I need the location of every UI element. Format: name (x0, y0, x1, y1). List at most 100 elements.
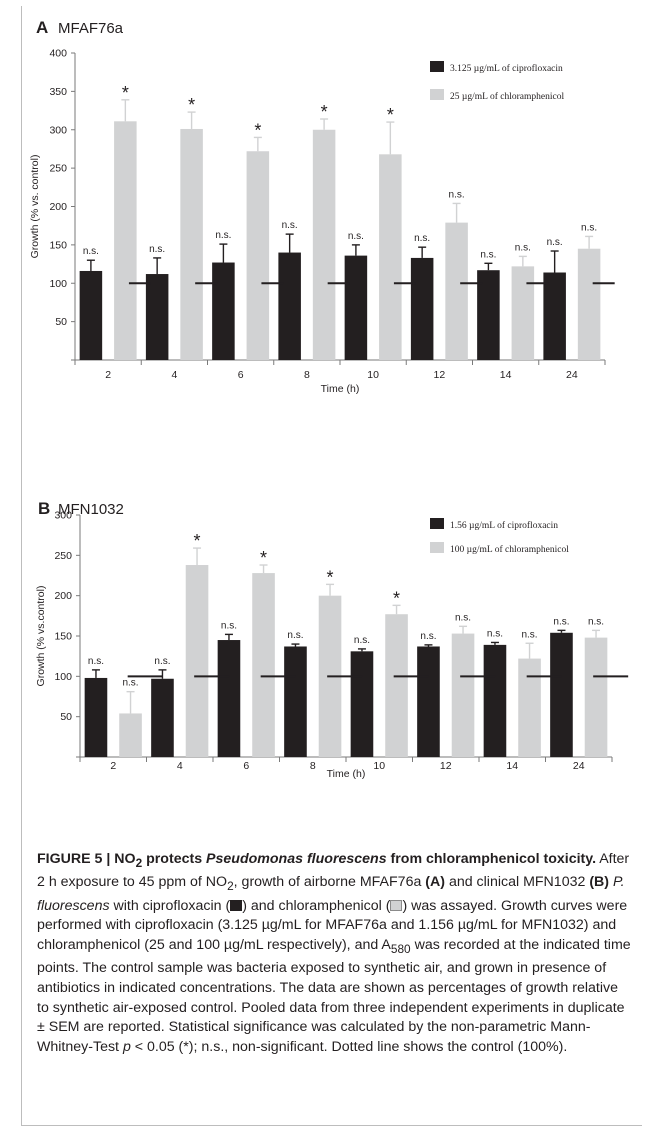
chloram-bar (511, 266, 535, 360)
chloram-bar (114, 121, 137, 361)
non-significant-label: n.s. (581, 222, 597, 233)
panel-letter: B (38, 500, 50, 518)
x-tick-label: 24 (573, 760, 585, 772)
x-tick-label: 12 (434, 369, 446, 381)
chloram-bar (180, 128, 203, 360)
chart-panel-b: B MFN1032 50 100 150 200 250 300 Growth (% vs.co… (35, 500, 629, 780)
figure-caption: FIGURE 5 | NO2 protects Pseudomonas fluo… (37, 850, 632, 1057)
legend-cipro-swatch (430, 518, 444, 529)
non-significant-label: n.s. (354, 635, 370, 646)
significance-star: * (321, 102, 328, 122)
non-significant-label: n.s. (149, 244, 165, 255)
chloram-bar (119, 713, 142, 757)
x-tick-label: 14 (506, 760, 518, 772)
cipro-swatch-icon (230, 899, 243, 911)
significance-star: * (393, 588, 400, 608)
chloram-bar (246, 151, 270, 360)
caption-text-6: ) was assayed. Growth curves were perfor… (37, 897, 628, 954)
caption-text-5: ) and chloramphenicol ( (242, 897, 391, 914)
caption-panel-b-ref: (B) (589, 874, 610, 891)
non-significant-label: n.s. (287, 630, 303, 641)
cipro-bar (344, 255, 368, 360)
chloram-bar (379, 154, 402, 360)
chloram-bar (185, 565, 209, 757)
non-significant-label: n.s. (122, 678, 138, 689)
legend-cipro-swatch (430, 61, 444, 72)
legend-chloram-swatch (430, 542, 444, 553)
chloram-bar (252, 573, 275, 757)
y-tick-label: 200 (49, 201, 67, 213)
y-tick-label: 50 (55, 316, 67, 328)
chloram-bar (445, 222, 468, 360)
x-axis-label: Time (h) (321, 383, 360, 395)
x-tick-label: 8 (310, 760, 316, 772)
significance-star: * (194, 531, 201, 551)
caption-p-symbol: p (122, 1038, 131, 1055)
non-significant-label: n.s. (553, 616, 569, 627)
cipro-bar (217, 640, 241, 757)
chloram-bar (385, 614, 408, 757)
y-tick-label: 250 (54, 550, 72, 562)
x-tick-label: 6 (238, 369, 244, 381)
caption-heading-sub: 2 (135, 855, 143, 870)
caption-panel-a-ref: (A) (425, 874, 445, 891)
caption-text-4: with ciprofloxacin ( (109, 897, 231, 914)
x-tick-label: 2 (110, 760, 116, 772)
y-tick-label: 300 (49, 124, 67, 136)
panel-letter: A (36, 18, 48, 37)
cipro-bar (417, 646, 440, 757)
non-significant-label: n.s. (414, 233, 430, 244)
cipro-bar (284, 646, 307, 757)
chloram-bar (584, 637, 608, 757)
non-significant-label: n.s. (449, 189, 465, 200)
cipro-bar (212, 262, 235, 360)
chloram-bar (577, 248, 601, 360)
legend-label: 100 µg/mL of chloramphenicol (450, 544, 569, 555)
cipro-bar (151, 678, 174, 757)
non-significant-label: n.s. (88, 656, 104, 667)
legend-chloram-swatch (430, 89, 444, 100)
non-significant-label: n.s. (515, 242, 531, 253)
non-significant-label: n.s. (348, 231, 364, 242)
y-tick-label: 50 (60, 711, 72, 723)
caption-text-8: < 0.05 (*); n.s., non-significant. Dotte… (130, 1038, 568, 1055)
cipro-bar (278, 252, 301, 360)
y-tick-label: 150 (54, 631, 72, 643)
chloram-bar (451, 633, 475, 757)
y-axis-label: Growth (% vs.control) (35, 586, 47, 687)
x-tick-label: 6 (243, 760, 249, 772)
non-significant-label: n.s. (215, 230, 231, 241)
y-tick-label: 100 (49, 278, 67, 290)
x-tick-label: 2 (105, 369, 111, 381)
x-tick-label: 10 (373, 760, 385, 772)
non-significant-label: n.s. (547, 237, 563, 248)
significance-star: * (122, 83, 129, 103)
non-significant-label: n.s. (154, 656, 170, 667)
caption-heading-species: Pseudomonas fluorescens (206, 851, 387, 867)
caption-text-2: , growth of airborne MFAF76a (233, 874, 426, 891)
cipro-bar (477, 270, 500, 360)
x-tick-label: 8 (304, 369, 310, 381)
y-tick-label: 150 (49, 239, 67, 251)
chart-title: MFN1032 (58, 501, 124, 518)
x-axis-label: Time (h) (327, 768, 366, 780)
caption-heading-prefix: FIGURE 5 | NO (37, 851, 136, 867)
legend-label: 3.125 µg/mL of ciprofloxacin (450, 63, 563, 74)
chart-panel-a: A MFAF76a 50 100 150 200 250 300 350 400 Growth (%… (29, 18, 615, 395)
legend-label: 25 µg/mL of chloramphenicol (450, 91, 564, 102)
non-significant-label: n.s. (420, 631, 436, 642)
caption-text-7: was recorded at the indicated time point… (37, 937, 631, 1055)
x-tick-label: 14 (500, 369, 512, 381)
non-significant-label: n.s. (521, 629, 537, 640)
caption-species: P. fluorescens (37, 874, 625, 914)
non-significant-label: n.s. (83, 246, 99, 257)
x-tick-label: 4 (171, 369, 177, 381)
non-significant-label: n.s. (282, 220, 298, 231)
y-tick-label: 100 (54, 671, 72, 683)
caption-heading-mid: protects (142, 851, 207, 867)
cipro-bar (84, 677, 108, 757)
non-significant-label: n.s. (221, 620, 237, 631)
caption-text-3: and clinical MFN1032 (445, 874, 590, 891)
significance-star: * (387, 105, 394, 125)
cipro-bar (543, 272, 566, 360)
